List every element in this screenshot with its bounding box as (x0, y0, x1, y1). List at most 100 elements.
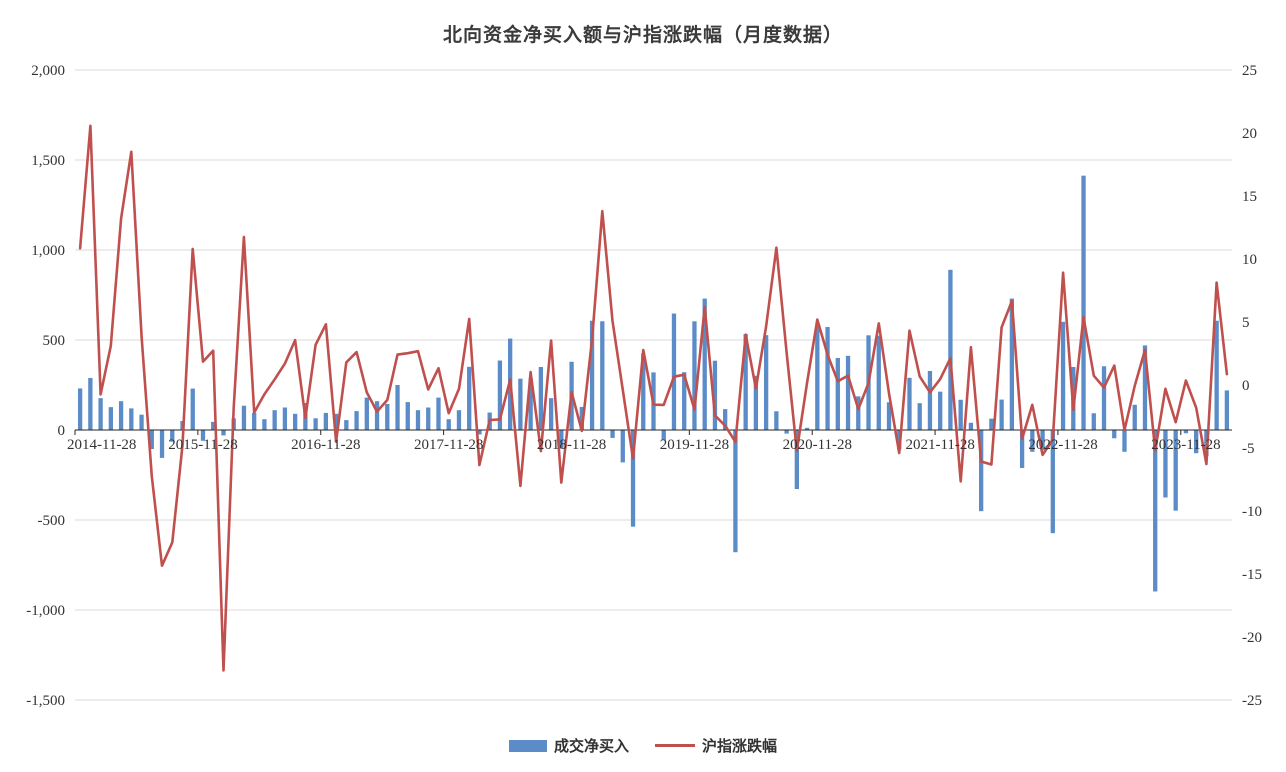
bar (723, 409, 728, 430)
bar (589, 320, 595, 430)
bar (1122, 430, 1127, 452)
bar (1183, 430, 1189, 434)
svg-text:2021-11-28: 2021-11-28 (905, 437, 974, 453)
gridlines (75, 69, 1232, 701)
svg-text:-10: -10 (1242, 504, 1262, 520)
bar (948, 269, 953, 430)
bar (395, 385, 400, 430)
bar (702, 298, 707, 430)
bar (958, 399, 963, 430)
bar (1194, 430, 1199, 454)
bar (518, 378, 523, 430)
bar (682, 372, 687, 430)
bar (600, 321, 605, 430)
bar (1142, 345, 1148, 430)
bar (978, 430, 984, 512)
svg-text:2023-11-28: 2023-11-28 (1151, 437, 1220, 453)
bar (385, 403, 390, 430)
bar (692, 321, 697, 430)
svg-text:2018-11-28: 2018-11-28 (537, 437, 606, 453)
bar (333, 413, 339, 430)
bar-series (77, 175, 1230, 592)
bar (784, 430, 789, 434)
bar (968, 422, 974, 430)
bar (292, 413, 298, 430)
svg-text:2022-11-28: 2022-11-28 (1028, 437, 1097, 453)
bar (620, 430, 625, 463)
bar (917, 403, 922, 430)
bar (559, 430, 564, 449)
bar (170, 430, 175, 442)
bar (927, 370, 933, 430)
bar (528, 378, 533, 430)
svg-text:2017-11-28: 2017-11-28 (414, 437, 483, 453)
legend: 成交净买入 沪指涨跌幅 (0, 735, 1286, 756)
bar (323, 412, 329, 430)
bar (886, 402, 892, 430)
svg-text:0: 0 (58, 423, 66, 439)
bar (579, 406, 584, 430)
bar (200, 430, 206, 441)
chart-title: 北向资金净买入额与沪指涨跌幅（月度数据） (442, 25, 843, 46)
bar (374, 401, 380, 430)
bar (548, 398, 554, 430)
bar (1009, 298, 1015, 430)
bar (825, 327, 830, 430)
bar (354, 411, 359, 430)
svg-text:2016-11-28: 2016-11-28 (291, 437, 360, 453)
bar-series-swatch (508, 739, 547, 752)
right-axis-labels: 25 20 15 10 5 0 -5 -10 -15 -20 -25 (1242, 63, 1262, 709)
bar (1019, 430, 1025, 468)
bar (262, 419, 267, 430)
bar (1101, 366, 1107, 430)
bar (671, 313, 677, 430)
bar (1081, 175, 1086, 430)
svg-text:-5: -5 (1242, 441, 1255, 457)
bar (753, 375, 759, 430)
bar (1030, 430, 1035, 452)
bar (108, 407, 113, 430)
bar (426, 407, 431, 430)
bar (989, 418, 994, 430)
svg-text:-25: -25 (1242, 693, 1262, 709)
bar (344, 420, 349, 430)
bar (630, 430, 636, 527)
bar (364, 397, 369, 430)
line-series (78, 124, 1229, 672)
bar (446, 419, 451, 430)
bar (405, 402, 410, 430)
bar (733, 430, 738, 553)
x-axis-labels: 2014-11-28 2015-11-28 2016-11-28 2017-11-28… (67, 437, 1221, 453)
bar (456, 410, 462, 430)
svg-text:-500: -500 (38, 513, 66, 529)
svg-text:25: 25 (1242, 63, 1257, 79)
bar (845, 355, 851, 430)
svg-text:500: 500 (43, 333, 66, 349)
left-axis-labels: 2,000 1,500 1,000 500 0 -500 -1,000 -1,500 (26, 63, 65, 709)
bar (139, 414, 144, 430)
bar (252, 412, 257, 430)
svg-text:2,000: 2,000 (31, 63, 65, 79)
svg-text:-20: -20 (1242, 630, 1262, 646)
bar (211, 421, 216, 430)
bar (641, 353, 646, 430)
bar (1091, 413, 1096, 430)
legend-bar-label: 成交净买入 (553, 739, 629, 755)
bar (1112, 430, 1117, 439)
svg-text:15: 15 (1242, 189, 1257, 205)
bar (763, 335, 769, 430)
bar (999, 399, 1004, 430)
bar (815, 325, 820, 430)
bar (876, 335, 881, 430)
svg-text:-15: -15 (1242, 567, 1262, 583)
bar (907, 377, 912, 430)
bar (88, 377, 93, 430)
svg-text:1,000: 1,000 (31, 243, 65, 259)
bar (497, 360, 503, 430)
line-series-swatch (655, 744, 695, 747)
bar (77, 388, 83, 430)
bar (1214, 320, 1219, 430)
bar (118, 401, 124, 430)
legend-item-bar: 成交净买入 (508, 735, 629, 756)
